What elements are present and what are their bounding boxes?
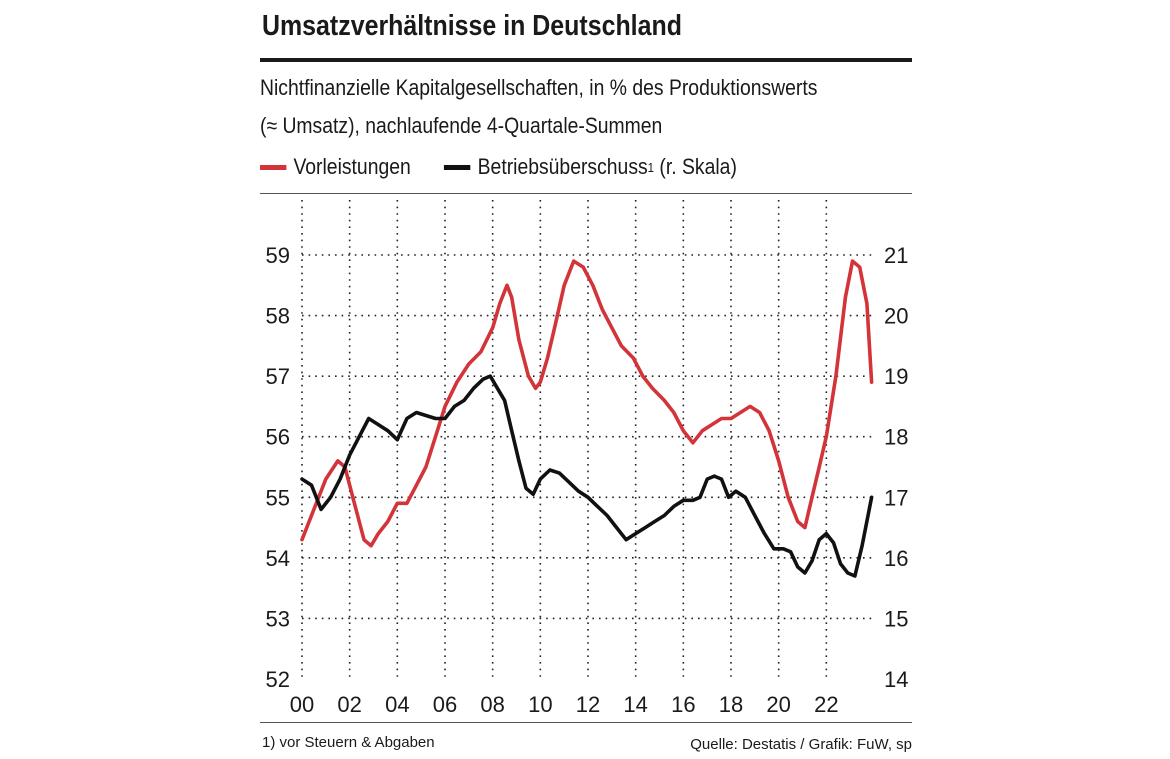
y-right-tick-label: 18	[884, 425, 908, 450]
legend-footnote-marker: 1	[647, 159, 655, 175]
x-tick-label: 22	[814, 692, 838, 717]
y-right-tick-label: 15	[884, 606, 908, 631]
grid	[301, 200, 874, 679]
legend-swatch-betriebsueberschuss	[444, 164, 471, 170]
y-axis-right-labels: 14 15 16 17 18 19 20 21	[884, 243, 908, 692]
x-tick-label: 20	[766, 692, 790, 717]
chart-title: Umsatzverhältnisse in Deutschland	[262, 10, 682, 42]
x-tick-label: 18	[719, 692, 743, 717]
x-tick-label: 16	[671, 692, 695, 717]
y-left-tick-label: 59	[266, 243, 290, 268]
legend-rule	[260, 193, 912, 194]
legend-item-betriebsueberschuss: Betriebsüberschuss 1 (r. Skala)	[444, 154, 737, 180]
legend-swatch-vorleistungen	[260, 164, 287, 170]
y-right-tick-label: 20	[884, 304, 908, 329]
y-right-tick-label: 16	[884, 546, 908, 571]
y-left-tick-label: 54	[266, 546, 290, 571]
x-tick-label: 08	[480, 692, 504, 717]
legend-label-betriebsueberschuss: Betriebsüberschuss	[477, 154, 648, 179]
footnote: 1) vor Steuern & Abgaben	[262, 734, 435, 751]
y-left-tick-label: 53	[266, 606, 290, 631]
chart-subtitle-line1: Nichtfinanzielle Kapitalgesellschaften, …	[260, 75, 818, 100]
x-tick-label: 12	[576, 692, 600, 717]
legend: Vorleistungen Betriebsüberschuss 1 (r. Sk…	[260, 154, 770, 180]
series-lines	[300, 259, 874, 578]
x-tick-label: 00	[290, 692, 314, 717]
series-line-vorleistungen	[300, 259, 874, 548]
y-left-tick-label: 58	[266, 304, 290, 329]
y-axis-left-labels: 52 53 54 55 56 57 58 59	[266, 243, 290, 692]
footer-rule	[260, 722, 912, 723]
x-tick-label: 06	[433, 692, 457, 717]
x-tick-label: 02	[337, 692, 361, 717]
y-left-tick-label: 57	[266, 364, 290, 389]
y-right-tick-label: 19	[884, 364, 908, 389]
legend-item-vorleistungen: Vorleistungen	[260, 154, 411, 180]
y-right-tick-label: 21	[884, 243, 908, 268]
x-axis-labels: 00 02 04 06 08 10 12 14 16 18 20 22	[290, 692, 839, 717]
chart-subtitle-line2: (≈ Umsatz), nachlaufende 4-Quartale-Summ…	[260, 113, 663, 138]
legend-label-scale-note: (r. Skala)	[654, 154, 737, 179]
source-credit: Quelle: Destatis / Grafik: FuW, sp	[690, 736, 912, 753]
series-line-betriebsueberschuss	[300, 374, 874, 578]
y-left-tick-label: 55	[266, 485, 290, 510]
x-tick-label: 10	[528, 692, 552, 717]
y-left-tick-label: 56	[266, 425, 290, 450]
title-rule	[260, 58, 912, 62]
y-right-tick-label: 17	[884, 485, 908, 510]
y-right-tick-label: 14	[884, 667, 908, 692]
legend-label-vorleistungen: Vorleistungen	[293, 154, 411, 179]
x-tick-label: 04	[385, 692, 409, 717]
y-left-tick-label: 52	[266, 667, 290, 692]
x-tick-label: 14	[623, 692, 647, 717]
